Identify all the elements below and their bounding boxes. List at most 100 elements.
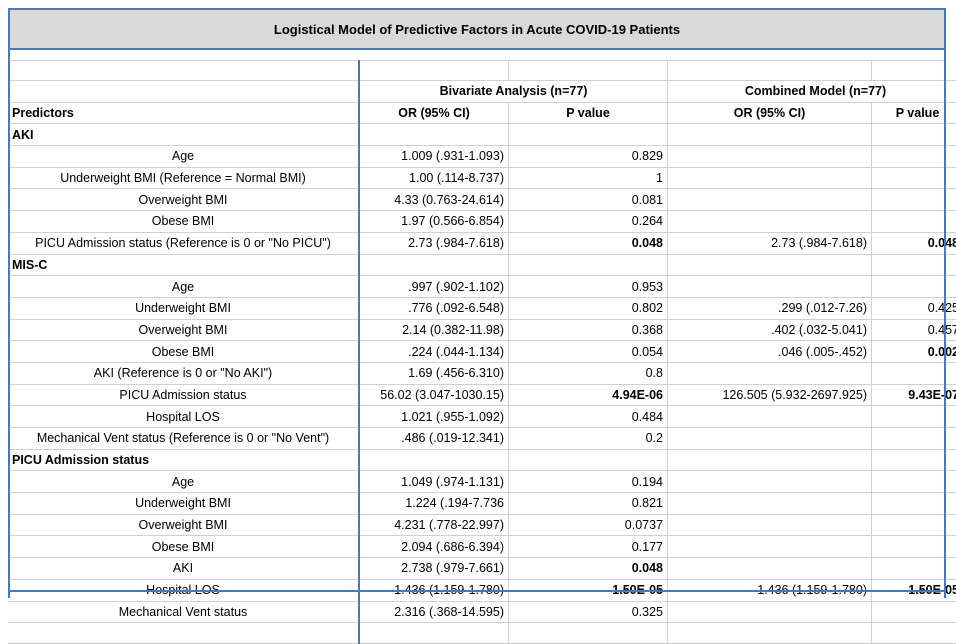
bivariate-p-cell[interactable]: 0.048 — [509, 558, 668, 580]
section-label[interactable]: PICU Admission status — [8, 449, 359, 471]
predictor-label[interactable]: Mechanical Vent status (Reference is 0 o… — [8, 428, 359, 450]
bivariate-or-cell[interactable]: 1.021 (.955-1.092) — [359, 406, 509, 428]
combined-or-cell[interactable] — [668, 189, 872, 211]
predictor-label[interactable]: Underweight BMI — [8, 297, 359, 319]
empty-cell[interactable] — [359, 124, 509, 146]
combined-or-cell[interactable]: .299 (.012-7.26) — [668, 297, 872, 319]
combined-or-cell[interactable] — [668, 167, 872, 189]
predictor-label[interactable]: Mechanical Vent status — [8, 601, 359, 623]
bivariate-or-cell[interactable]: .997 (.902-1.102) — [359, 276, 509, 298]
bivariate-p-cell[interactable]: 0.484 — [509, 406, 668, 428]
combined-or-cell[interactable]: .046 (.005-.452) — [668, 341, 872, 363]
combined-or-cell[interactable] — [668, 362, 872, 384]
empty-cell[interactable] — [8, 81, 359, 103]
bivariate-or-cell[interactable]: 1.69 (.456-6.310) — [359, 362, 509, 384]
bivariate-or-cell[interactable]: 1.049 (.974-1.131) — [359, 471, 509, 493]
combined-or-cell[interactable] — [668, 601, 872, 623]
combined-or-cell[interactable] — [668, 211, 872, 233]
empty-cell[interactable] — [668, 449, 872, 471]
combined-or-cell[interactable] — [668, 428, 872, 450]
empty-cell[interactable] — [359, 254, 509, 276]
predictor-label[interactable]: PICU Admission status (Reference is 0 or… — [8, 232, 359, 254]
predictor-label[interactable]: Age — [8, 276, 359, 298]
predictor-label[interactable]: AKI — [8, 558, 359, 580]
bivariate-group-header[interactable]: Bivariate Analysis (n=77) — [359, 81, 668, 103]
combined-or-cell[interactable] — [668, 514, 872, 536]
empty-cell[interactable] — [359, 449, 509, 471]
combined-or-cell[interactable] — [668, 536, 872, 558]
section-label[interactable]: AKI — [8, 124, 359, 146]
bivariate-p-cell[interactable]: 0.829 — [509, 146, 668, 168]
bivariate-or-cell[interactable]: 2.73 (.984-7.618) — [359, 232, 509, 254]
bivariate-p-cell[interactable]: 0.2 — [509, 428, 668, 450]
bivariate-or-cell[interactable]: .224 (.044-1.134) — [359, 341, 509, 363]
bivariate-p-cell[interactable]: 0.054 — [509, 341, 668, 363]
bivariate-or-cell[interactable]: 2.14 (0.382-11.98) — [359, 319, 509, 341]
combined-or-cell[interactable] — [668, 146, 872, 168]
combined-or-cell[interactable] — [668, 471, 872, 493]
combined-or-cell[interactable]: .402 (.032-5.041) — [668, 319, 872, 341]
predictor-label[interactable]: Age — [8, 146, 359, 168]
bivariate-p-cell[interactable]: 0.194 — [509, 471, 668, 493]
or-ci-header[interactable]: OR (95% CI) — [359, 102, 509, 124]
bivariate-p-cell[interactable]: 4.94E-06 — [509, 384, 668, 406]
empty-cell[interactable] — [509, 124, 668, 146]
empty-cell[interactable] — [872, 623, 956, 644]
empty-cell[interactable] — [668, 254, 872, 276]
bivariate-or-cell[interactable]: 1.224 (.194-7.736 — [359, 493, 509, 515]
bivariate-or-cell[interactable]: .486 (.019-12.341) — [359, 428, 509, 450]
predictor-label[interactable]: Underweight BMI (Reference = Normal BMI) — [8, 167, 359, 189]
bivariate-or-cell[interactable]: 1.009 (.931-1.093) — [359, 146, 509, 168]
bivariate-p-cell[interactable]: 0.368 — [509, 319, 668, 341]
section-label[interactable]: MIS-C — [8, 254, 359, 276]
empty-cell[interactable] — [509, 254, 668, 276]
predictor-label[interactable]: Age — [8, 471, 359, 493]
combined-group-header[interactable]: Combined Model (n=77) — [668, 81, 956, 103]
predictors-header[interactable]: Predictors — [8, 102, 359, 124]
bivariate-p-cell[interactable]: 0.8 — [509, 362, 668, 384]
combined-or-cell[interactable] — [668, 493, 872, 515]
predictor-label[interactable]: Hospital LOS — [8, 406, 359, 428]
bivariate-p-cell[interactable]: 0.953 — [509, 276, 668, 298]
empty-cell[interactable] — [359, 623, 509, 644]
bivariate-or-cell[interactable]: 1.00 (.114-8.737) — [359, 167, 509, 189]
predictor-label[interactable]: Underweight BMI — [8, 493, 359, 515]
bivariate-or-cell[interactable]: 4.33 (0.763-24.614) — [359, 189, 509, 211]
predictor-label[interactable]: Overweight BMI — [8, 189, 359, 211]
combined-or-cell[interactable] — [668, 558, 872, 580]
bivariate-p-cell[interactable]: 0.821 — [509, 493, 668, 515]
p-value-header[interactable]: P value — [509, 102, 668, 124]
bivariate-or-cell[interactable]: 2.316 (.368-14.595) — [359, 601, 509, 623]
empty-cell[interactable] — [668, 124, 872, 146]
bivariate-p-cell[interactable]: 0.264 — [509, 211, 668, 233]
combined-p-cell[interactable] — [872, 601, 956, 623]
combined-or-cell[interactable]: 2.73 (.984-7.618) — [668, 232, 872, 254]
combined-or-cell[interactable]: 126.505 (5.932-2697.925) — [668, 384, 872, 406]
predictor-label[interactable]: Overweight BMI — [8, 514, 359, 536]
empty-cell[interactable] — [8, 623, 359, 644]
bivariate-p-cell[interactable]: 0.802 — [509, 297, 668, 319]
table-title[interactable]: Logistical Model of Predictive Factors i… — [8, 8, 946, 50]
predictor-label[interactable]: Overweight BMI — [8, 319, 359, 341]
bivariate-p-cell[interactable]: 0.177 — [509, 536, 668, 558]
predictor-label[interactable]: Obese BMI — [8, 536, 359, 558]
combined-or-cell[interactable] — [668, 406, 872, 428]
bivariate-p-cell[interactable]: 0.0737 — [509, 514, 668, 536]
bivariate-p-cell[interactable]: 1 — [509, 167, 668, 189]
empty-cell[interactable] — [509, 449, 668, 471]
bivariate-p-cell[interactable]: 0.081 — [509, 189, 668, 211]
predictor-label[interactable]: PICU Admission status — [8, 384, 359, 406]
bivariate-or-cell[interactable]: 2.738 (.979-7.661) — [359, 558, 509, 580]
bivariate-or-cell[interactable]: 56.02 (3.047-1030.15) — [359, 384, 509, 406]
combined-or-cell[interactable] — [668, 276, 872, 298]
empty-cell[interactable] — [509, 623, 668, 644]
bivariate-or-cell[interactable]: .776 (.092-6.548) — [359, 297, 509, 319]
combined-or-ci-header[interactable]: OR (95% CI) — [668, 102, 872, 124]
predictor-label[interactable]: Obese BMI — [8, 341, 359, 363]
empty-cell[interactable] — [668, 623, 872, 644]
bivariate-p-cell[interactable]: 0.325 — [509, 601, 668, 623]
bivariate-or-cell[interactable]: 4.231 (.778-22.997) — [359, 514, 509, 536]
bivariate-p-cell[interactable]: 0.048 — [509, 232, 668, 254]
bivariate-or-cell[interactable]: 1.97 (0.566-6.854) — [359, 211, 509, 233]
bivariate-or-cell[interactable]: 2.094 (.686-6.394) — [359, 536, 509, 558]
